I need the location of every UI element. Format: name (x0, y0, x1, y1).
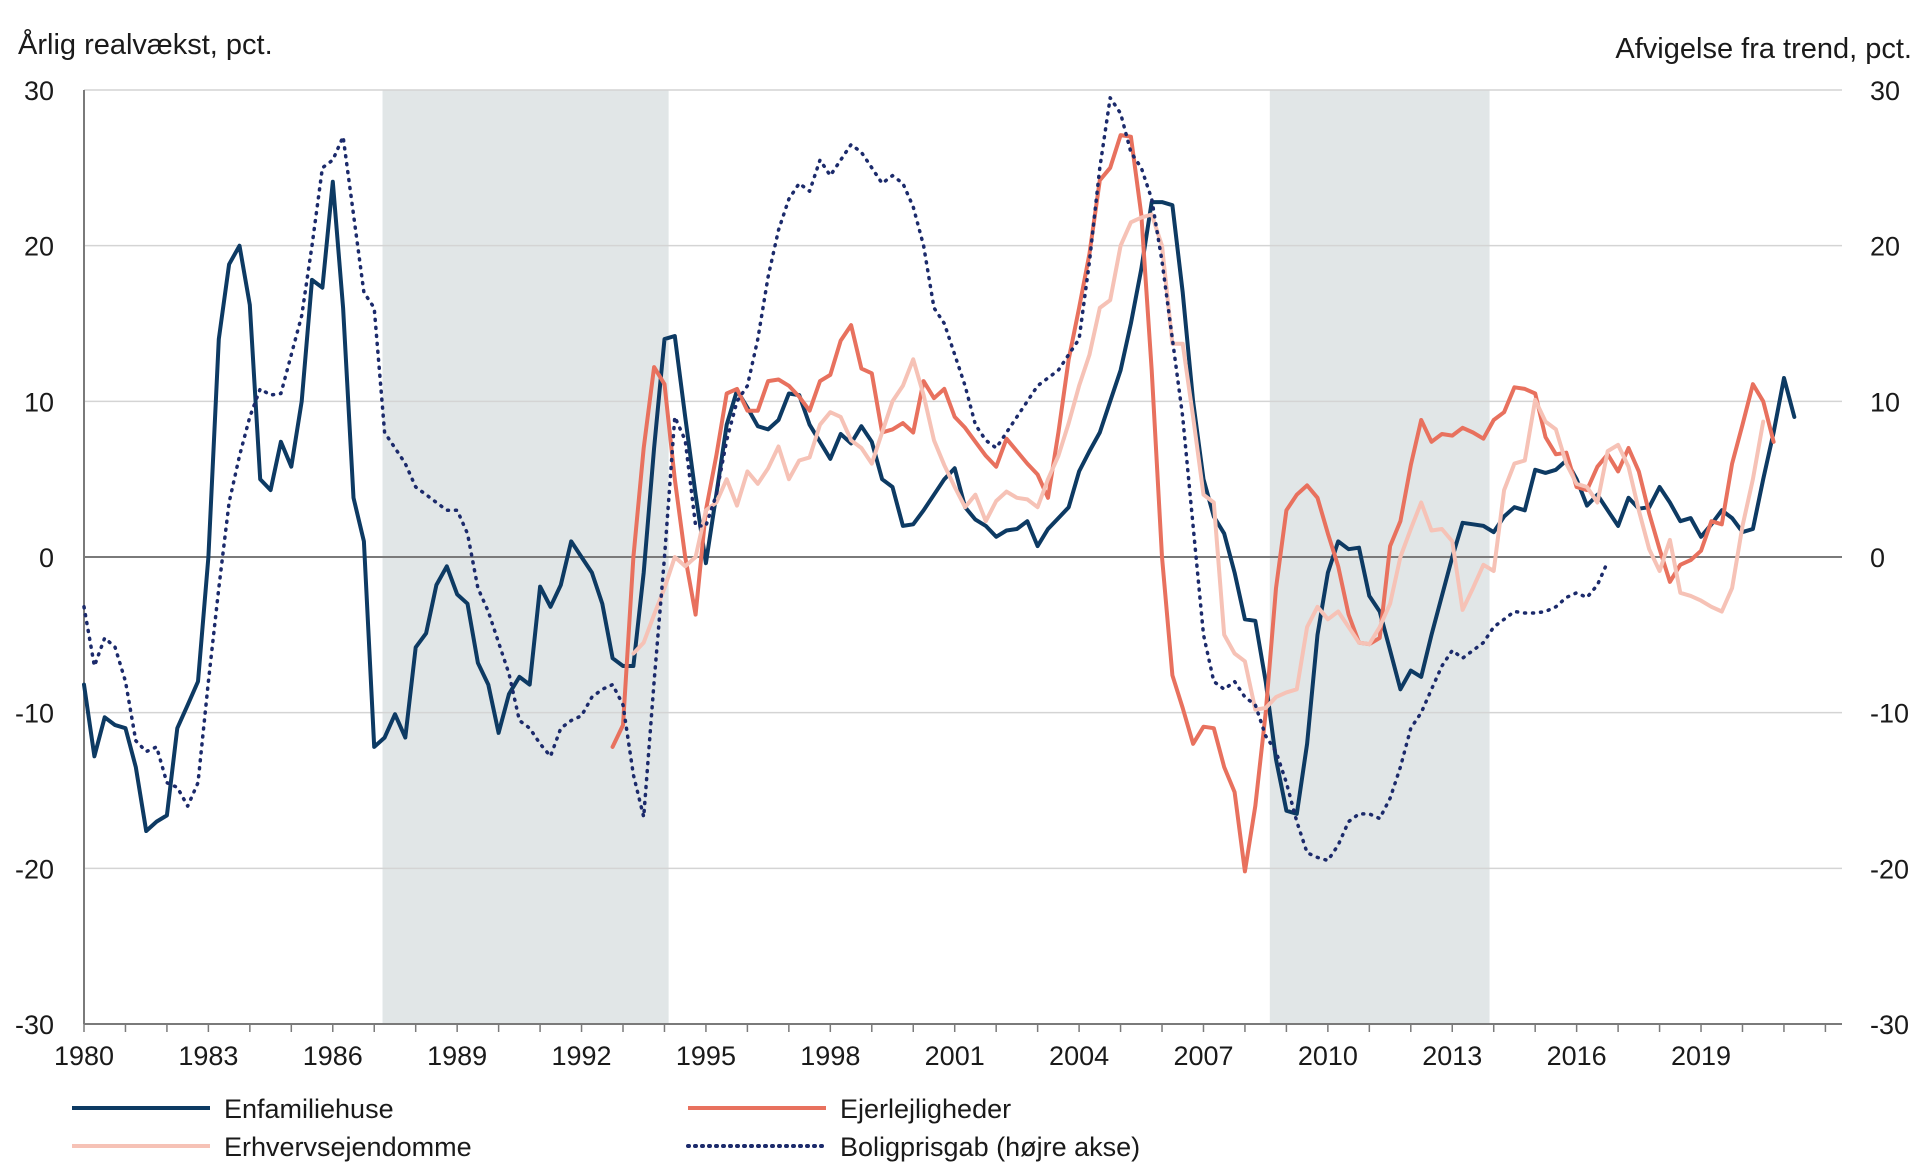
legend-label-boligprisgab: Boligprisgab (højre akse) (840, 1132, 1140, 1162)
series-lines (82, 96, 1797, 874)
y-left-tick-label: -20 (15, 854, 54, 884)
y-left-tick-label: 30 (24, 76, 54, 106)
axes (83, 90, 1842, 1032)
series-line-1 (82, 179, 1797, 833)
y-left-tick-label: -10 (15, 699, 54, 729)
y-left-tick-label: -30 (15, 1010, 54, 1040)
y-right-tick-label: -20 (1870, 854, 1909, 884)
y-left-tick-label: 20 (24, 232, 54, 262)
legend-label-enfamiliehuse: Enfamiliehuse (224, 1094, 394, 1124)
x-tick-label: 1989 (427, 1041, 487, 1071)
y-right-tick-label: 30 (1870, 76, 1900, 106)
gridlines (84, 89, 1842, 870)
y-right-tick-label: -30 (1870, 1010, 1909, 1040)
series-line-2 (610, 133, 1776, 874)
y-right-axis-title: Afvigelse fra trend, pct. (1615, 33, 1912, 65)
x-tick-label: 2010 (1298, 1041, 1358, 1071)
x-tick-label: 1992 (552, 1041, 612, 1071)
legend: Enfamiliehuse Ejerlejligheder Erhvervsej… (72, 1094, 1140, 1162)
y-left-tick-label: 0 (39, 543, 54, 573)
series-line-3 (631, 212, 1766, 712)
x-tick-label: 1983 (178, 1041, 238, 1071)
x-tick-label: 2019 (1671, 1041, 1731, 1071)
y-right-tick-label: 20 (1870, 232, 1900, 262)
x-tick-label: 2016 (1547, 1041, 1607, 1071)
y-left-tick-label: 10 (24, 387, 54, 417)
y-right-tick-label: 0 (1870, 543, 1885, 573)
x-tick-label: 2001 (925, 1041, 985, 1071)
x-tick-label: 2004 (1049, 1041, 1109, 1071)
x-tick-label: 2007 (1173, 1041, 1233, 1071)
x-tick-label: 1998 (800, 1041, 860, 1071)
y-right-tick-label: 10 (1870, 387, 1900, 417)
x-tick-label: 1986 (303, 1041, 363, 1071)
series-line-4 (82, 96, 1610, 863)
legend-label-ejerlejligheder: Ejerlejligheder (840, 1094, 1011, 1124)
y-left-axis-title: Årlig realvækst, pct. (18, 28, 273, 61)
y-right-tick-label: -10 (1870, 699, 1909, 729)
x-tick-label: 1995 (676, 1041, 736, 1071)
legend-label-erhvervsejendomme: Erhvervsejendomme (224, 1132, 472, 1162)
x-tick-label: 2013 (1422, 1041, 1482, 1071)
x-tick-label: 1980 (54, 1041, 114, 1071)
